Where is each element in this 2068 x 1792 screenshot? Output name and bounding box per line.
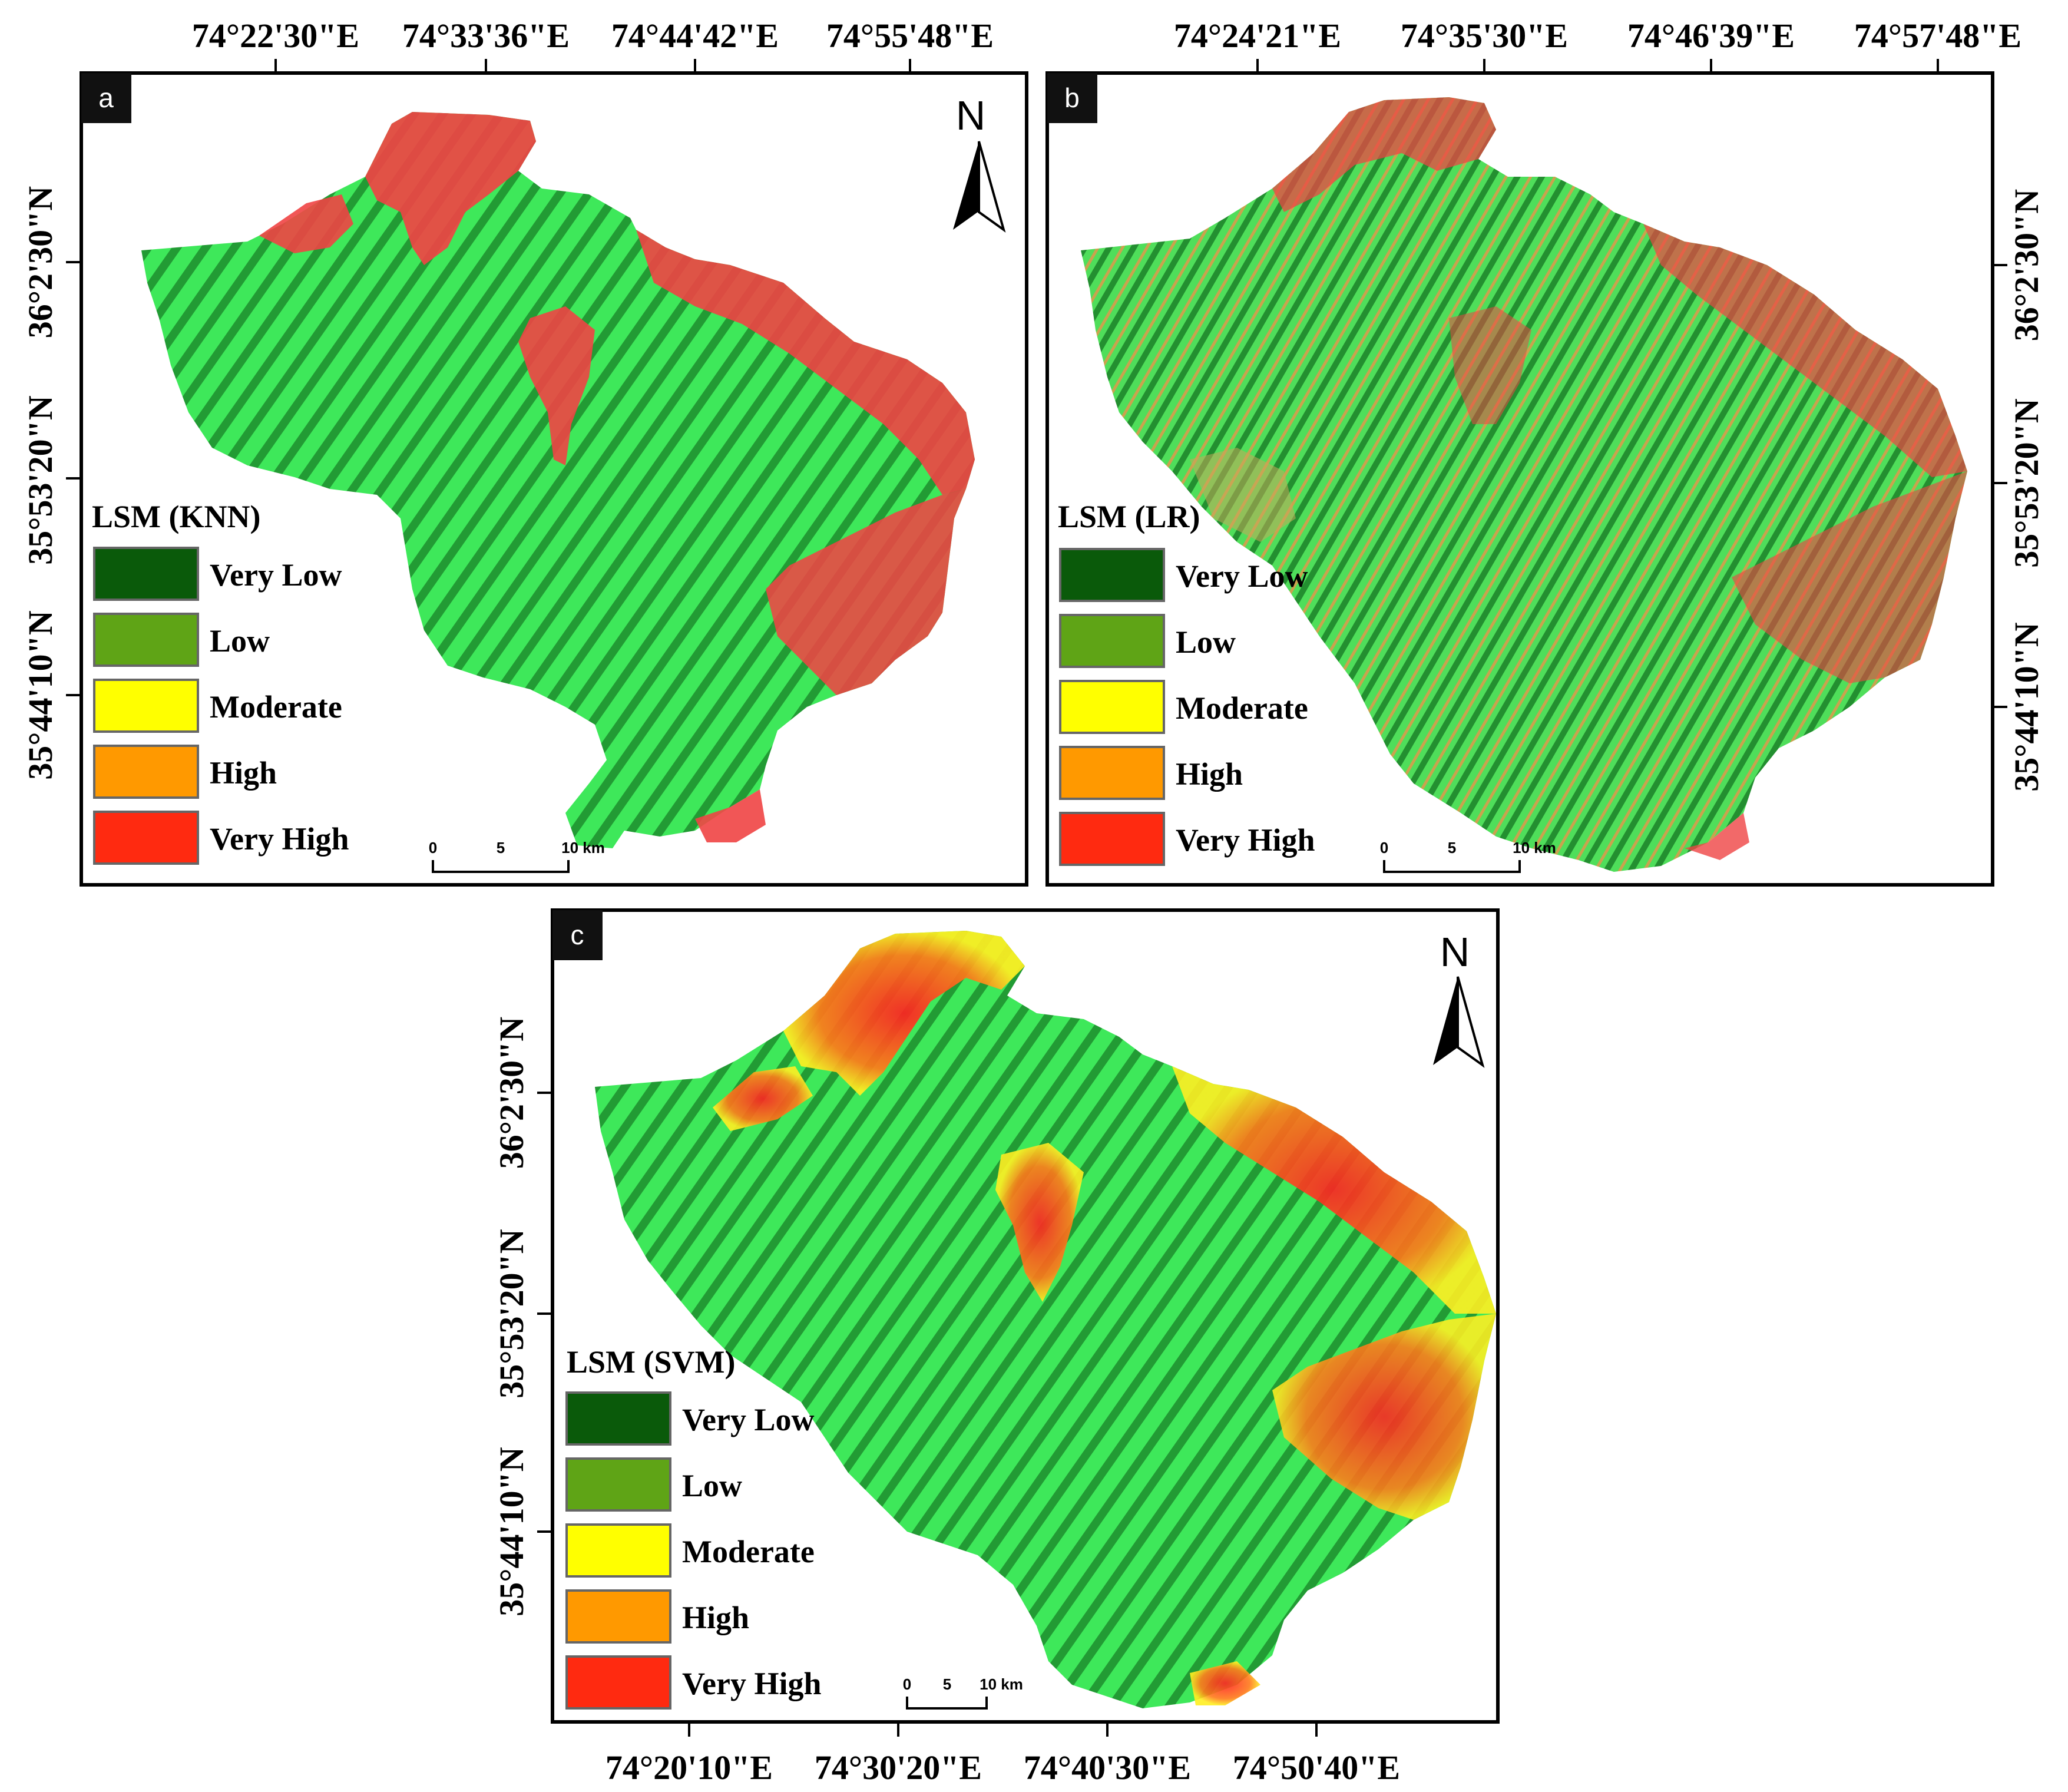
north-arrow: N xyxy=(1433,929,1485,1068)
top-coord-label: 74°44'42"E xyxy=(611,16,779,55)
legend-label: Very High xyxy=(210,821,349,857)
legend-label: Very Low xyxy=(1176,558,1308,594)
legend-swatch-moderate xyxy=(93,679,199,733)
left-coord-label: 35°44'10"N xyxy=(492,1447,531,1616)
legend-label: Low xyxy=(682,1468,742,1503)
legend-label: Low xyxy=(210,623,270,659)
legend: LSM (KNN) Very Low Low Moderate High Very Hi… xyxy=(92,499,349,865)
legend-label: High xyxy=(210,755,277,791)
north-arrow: N xyxy=(953,92,1006,233)
legend-swatch-moderate xyxy=(565,1523,671,1578)
scale-label-0: 0 xyxy=(1380,839,1388,857)
panel-letter-badge: c xyxy=(552,910,603,960)
right-coord-label: 35°53'20"N xyxy=(2007,398,2046,568)
legend-items: Very Low Low Moderate High Very High xyxy=(1059,548,1315,866)
panel-letter: a xyxy=(98,82,114,113)
left-coord-label: 35°44'10"N xyxy=(21,610,59,780)
legend-label: High xyxy=(1176,756,1243,792)
left-coord-label: 36°2'30"N xyxy=(21,186,59,339)
legend-swatch-low xyxy=(565,1457,671,1512)
legend-label: Moderate xyxy=(210,689,342,725)
left-coord-label: 35°53'20"N xyxy=(21,395,59,565)
scale-label-5: 5 xyxy=(1448,839,1456,857)
panel-letter-badge: b xyxy=(1047,73,1097,123)
legend: LSM (LR) Very Low Low Moderate High Very Hig… xyxy=(1058,499,1315,866)
top-coord-label: 74°46'39"E xyxy=(1627,16,1795,55)
legend-title: LSM (LR) xyxy=(1058,499,1200,534)
panel-letter: c xyxy=(571,920,584,950)
legend-label: Very Low xyxy=(210,557,342,593)
study-area-map xyxy=(141,112,975,848)
legend-label: Moderate xyxy=(682,1534,815,1569)
legend-items: Very Low Low Moderate High Very High xyxy=(565,1391,822,1710)
bottom-coord-label: 74°30'20"E xyxy=(815,1748,982,1787)
right-coord-label: 36°2'30"N xyxy=(2007,189,2046,342)
legend-items: Very Low Low Moderate High Very High xyxy=(93,547,349,865)
legend-swatch-very-low xyxy=(93,547,199,601)
scale-label-10: 10 km xyxy=(561,839,605,857)
scale-label-10: 10 km xyxy=(980,1675,1023,1693)
legend-swatch-high xyxy=(93,745,199,799)
bottom-coord-label: 74°40'30"E xyxy=(1024,1748,1191,1787)
scale-label-0: 0 xyxy=(429,839,437,857)
top-coord-label: 74°24'21"E xyxy=(1174,16,1341,55)
legend-label: Very High xyxy=(1176,822,1315,858)
map-panel-b: LSM (LR) Very Low Low Moderate High Very Hig… xyxy=(1045,16,2046,887)
legend-swatch-very-low xyxy=(1059,548,1165,602)
scale-label-10: 10 km xyxy=(1513,839,1556,857)
legend-label: Very High xyxy=(682,1666,822,1701)
legend: LSM (SVM) Very Low Low Moderate High Very Hi… xyxy=(565,1344,822,1710)
top-coord-label: 74°22'30"E xyxy=(192,16,359,55)
scale-bar: 0 5 10 km xyxy=(903,1675,1023,1710)
top-coordinate-labels: 74°22'30"E 74°33'36"E 74°44'42"E 74°55'4… xyxy=(192,16,994,73)
top-coord-label: 74°35'30"E xyxy=(1401,16,1568,55)
right-coord-label: 35°44'10"N xyxy=(2007,622,2046,792)
legend-title: LSM (SVM) xyxy=(567,1344,735,1380)
bottom-coord-label: 74°20'10"E xyxy=(605,1748,773,1787)
left-coordinate-labels: 36°2'30"N 35°53'20"N 35°44'10"N xyxy=(21,186,81,780)
panel-letter: b xyxy=(1064,82,1080,113)
map-panel-a: N LSM (KNN) Very LowLowModerateHighVery … xyxy=(21,16,1028,887)
left-coord-label: 36°2'30"N xyxy=(492,1017,531,1169)
legend-label: Low xyxy=(1176,624,1236,660)
scale-label-0: 0 xyxy=(903,1675,911,1693)
panel-letter-badge: a xyxy=(81,73,131,123)
legend-swatch-high xyxy=(1059,746,1165,800)
legend-label: High xyxy=(682,1600,749,1635)
bottom-coordinate-labels: 74°20'10"E 74°30'20"E 74°40'30"E 74°50'4… xyxy=(605,1722,1400,1787)
legend-label: Moderate xyxy=(1176,690,1308,726)
top-coord-label: 74°57'48"E xyxy=(1854,16,2021,55)
legend-swatch-low xyxy=(1059,614,1165,668)
legend-swatch-very-high xyxy=(93,811,199,865)
north-label: N xyxy=(956,92,986,138)
legend-swatch-very-high xyxy=(565,1655,671,1710)
north-label: N xyxy=(1440,929,1470,975)
top-coord-label: 74°55'48"E xyxy=(826,16,994,55)
top-coordinate-labels: 74°24'21"E 74°35'30"E 74°46'39"E 74°57'4… xyxy=(1174,16,2021,73)
study-area-map xyxy=(595,931,1496,1708)
legend-swatch-very-low xyxy=(565,1391,671,1446)
study-area-map xyxy=(1081,97,1967,872)
legend-title: LSM (KNN) xyxy=(92,499,260,534)
north-arrow-icon xyxy=(1433,977,1458,1065)
left-coordinate-labels: 36°2'30"N 35°53'20"N 35°44'10"N xyxy=(492,1017,552,1616)
legend-swatch-low xyxy=(93,613,199,667)
bottom-coord-label: 74°50'40"E xyxy=(1233,1748,1400,1787)
legend-swatch-very-high xyxy=(1059,812,1165,866)
scale-bar: 0 5 10 km xyxy=(1380,839,1556,873)
scale-bar: 0 5 10 km xyxy=(429,839,605,873)
north-arrow-icon xyxy=(953,141,979,230)
right-coordinate-labels: 36°2'30"N 35°53'20"N 35°44'10"N xyxy=(1993,189,2046,792)
map-panel-c: N LSM (SVM) Very LowLowModerateHighVery … xyxy=(492,908,1500,1787)
scale-label-5: 5 xyxy=(497,839,505,857)
legend-swatch-high xyxy=(565,1589,671,1644)
left-coord-label: 35°53'20"N xyxy=(492,1229,531,1398)
legend-label: Very Low xyxy=(682,1402,815,1437)
legend-swatch-moderate xyxy=(1059,680,1165,734)
top-coord-label: 74°33'36"E xyxy=(402,16,570,55)
scale-label-5: 5 xyxy=(943,1675,951,1693)
